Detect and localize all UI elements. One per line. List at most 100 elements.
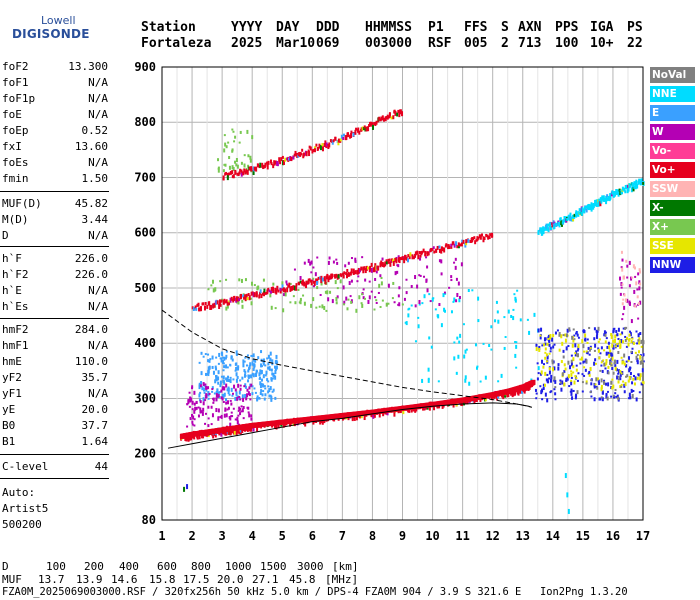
echo-point: [546, 342, 549, 346]
echo-point: [362, 268, 365, 274]
echo-point: [225, 145, 228, 149]
echo-point: [201, 434, 204, 439]
echo-point: [231, 170, 234, 175]
echo-point: [222, 393, 225, 398]
param-row-hes: h`Es N/A: [2, 300, 108, 316]
echo-point: [229, 170, 232, 175]
echo-point: [435, 248, 438, 253]
echo-point: [549, 378, 552, 383]
param-value: 37.7: [81, 419, 109, 432]
echo-point: [569, 216, 572, 222]
echo-point: [572, 216, 575, 222]
plot-frame: [161, 66, 644, 521]
param-value: 13.60: [74, 140, 108, 153]
echo-point: [326, 273, 329, 279]
echo-marks: [179, 109, 645, 514]
echo-point: [228, 393, 231, 396]
echo-point: [215, 367, 218, 371]
echo-point: [262, 374, 265, 379]
echo-point: [566, 376, 569, 381]
echo-point: [496, 310, 499, 314]
echo-point: [533, 312, 536, 317]
param-value: 226.0: [74, 268, 108, 281]
echo-point: [595, 201, 598, 207]
echo-point: [554, 379, 557, 384]
echo-point: [247, 154, 250, 158]
echo-point: [203, 305, 206, 311]
echo-point: [339, 138, 342, 142]
echo-point: [225, 299, 228, 304]
echo-point: [569, 390, 572, 393]
param-value: N/A: [88, 229, 108, 242]
echo-point: [321, 419, 324, 425]
echo-point: [428, 293, 431, 296]
echo-point: [635, 330, 638, 333]
echo-point: [579, 358, 582, 361]
echo-point: [600, 364, 603, 367]
echo-point: [565, 379, 568, 382]
echo-point: [535, 392, 538, 395]
echo-point: [414, 340, 417, 343]
echo-point: [248, 368, 251, 371]
echo-point: [628, 338, 631, 341]
echo-point: [515, 341, 518, 344]
echo-point: [553, 343, 556, 346]
echo-point: [204, 422, 207, 425]
echo-point: [200, 382, 203, 385]
echo-point: [575, 377, 578, 380]
echo-point: [640, 180, 643, 185]
echo-point: [397, 303, 400, 306]
echo-point: [572, 371, 575, 374]
echo-point: [381, 115, 384, 121]
echo-point: [263, 288, 266, 293]
echo-point: [357, 267, 360, 271]
echo-point: [443, 307, 446, 312]
param-value: N/A: [88, 387, 108, 400]
echo-point: [471, 289, 474, 292]
echo-point: [271, 377, 274, 380]
echo-point: [342, 285, 345, 290]
echo-point: [213, 431, 216, 436]
echo-point: [243, 296, 246, 300]
echo-point: [281, 281, 284, 286]
echo-point: [253, 363, 256, 366]
echo-point: [304, 421, 307, 427]
echo-point: [217, 362, 220, 365]
echo-point: [229, 422, 232, 427]
echo-point: [269, 159, 272, 164]
echo-point: [242, 363, 245, 368]
param-value: 110.0: [74, 355, 108, 368]
echo-point: [317, 276, 320, 280]
echo-point: [253, 292, 256, 298]
echo-point: [308, 278, 311, 282]
echo-point: [293, 268, 296, 271]
echo-point: [205, 372, 208, 376]
echo-point: [572, 328, 575, 331]
echo-point: [336, 261, 339, 265]
echo-point: [545, 378, 548, 382]
echo-point: [642, 360, 645, 363]
echo-point: [621, 318, 624, 321]
echo-point: [564, 367, 567, 371]
echo-point: [634, 351, 637, 354]
echo-point: [642, 353, 645, 357]
echo-point: [630, 360, 633, 363]
echo-point: [193, 390, 196, 395]
y-tick-label: 700: [134, 170, 156, 184]
echo-point: [224, 357, 227, 360]
echo-point: [215, 397, 218, 402]
echo-point: [225, 171, 228, 175]
echo-point: [242, 359, 245, 364]
echo-point: [543, 343, 546, 347]
echo-point: [419, 274, 422, 277]
echo-point: [197, 302, 200, 307]
echo-point: [634, 184, 637, 190]
echo-point: [239, 398, 242, 401]
echo-point: [541, 344, 544, 347]
echo-point: [252, 358, 255, 362]
echo-point: [214, 365, 217, 369]
echo-point: [604, 331, 607, 334]
echo-point: [384, 116, 387, 122]
echo-point: [640, 339, 643, 344]
echo-point: [423, 275, 426, 278]
